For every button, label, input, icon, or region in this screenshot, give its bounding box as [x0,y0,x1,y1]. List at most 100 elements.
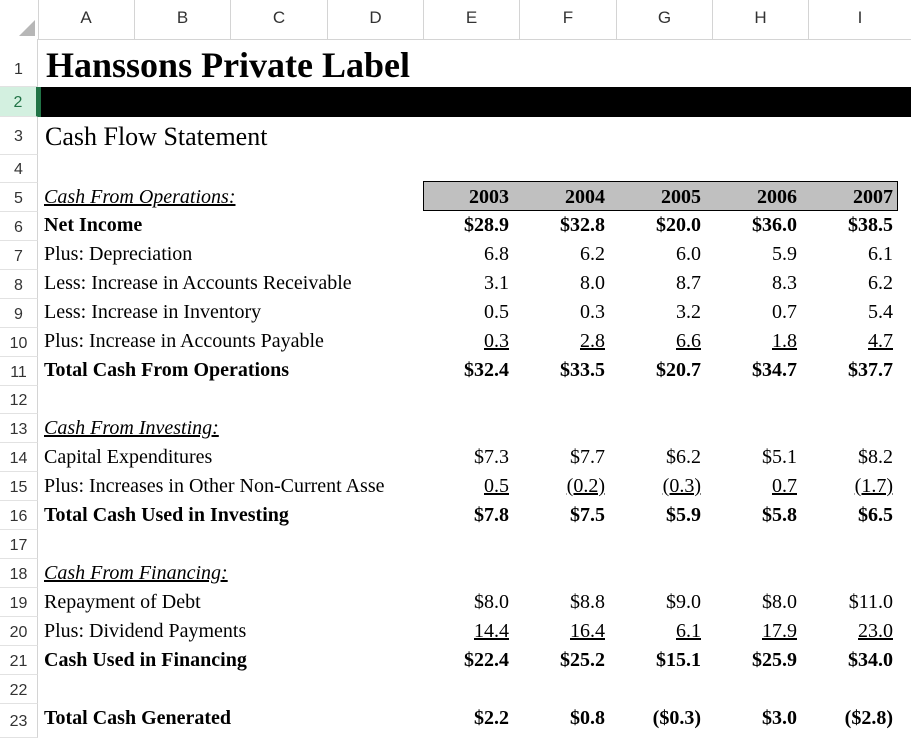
total-cash-operations-value[interactable]: $37.7 [848,359,893,381]
total-cash-operations-value[interactable]: $32.4 [464,359,509,381]
row-header-10[interactable]: 10 [0,328,38,357]
total-cash-generated-label[interactable]: Total Cash Generated [44,707,232,729]
ops-header[interactable]: Cash From Operations: [44,186,236,208]
year-2004[interactable]: 2004 [565,186,605,208]
accounts-payable-value[interactable]: 4.7 [868,330,893,352]
accounts-payable-value[interactable]: 6.6 [676,330,701,352]
net-income-value[interactable]: $38.5 [848,214,893,236]
repayment-of-debt-value[interactable]: $9.0 [666,591,701,613]
row-header-6[interactable]: 6 [0,212,38,241]
accounts-receivable-label[interactable]: Less: Increase in Accounts Receivable [44,272,352,294]
inventory-value[interactable]: 0.5 [484,301,509,323]
row-header-3[interactable]: 3 [0,117,38,155]
row-header-9[interactable]: 9 [0,299,38,328]
total-cash-operations-value[interactable]: $20.7 [656,359,701,381]
capital-expenditures-value[interactable]: $7.7 [570,446,605,468]
select-all-corner[interactable] [0,0,39,39]
column-header-b[interactable]: B [135,0,231,39]
row-header-8[interactable]: 8 [0,270,38,299]
inventory-value[interactable]: 0.3 [580,301,605,323]
row-header-20[interactable]: 20 [0,617,38,646]
row-header-4[interactable]: 4 [0,155,38,183]
accounts-payable-value[interactable]: 1.8 [772,330,797,352]
dividend-payments-value[interactable]: 17.9 [762,620,797,642]
investing-header[interactable]: Cash From Investing: [44,417,219,439]
capital-expenditures-value[interactable]: $7.3 [474,446,509,468]
accounts-receivable-value[interactable]: 6.2 [868,272,893,294]
repayment-of-debt-value[interactable]: $8.8 [570,591,605,613]
net-income-value[interactable]: $28.9 [464,214,509,236]
financing-header[interactable]: Cash From Financing: [44,562,228,584]
accounts-receivable-value[interactable]: 8.7 [676,272,701,294]
total-cash-investing-value[interactable]: $7.8 [474,504,509,526]
other-noncurrent-assets-value[interactable]: 0.7 [772,475,797,497]
year-2006[interactable]: 2006 [757,186,797,208]
column-header-g[interactable]: G [617,0,713,39]
year-2007[interactable]: 2007 [853,186,893,208]
repayment-of-debt-value[interactable]: $8.0 [474,591,509,613]
capital-expenditures-value[interactable]: $8.2 [858,446,893,468]
column-header-a[interactable]: A [38,0,135,39]
accounts-payable-label[interactable]: Plus: Increase in Accounts Payable [44,330,324,352]
column-header-d[interactable]: D [328,0,424,39]
row-header-23[interactable]: 23 [0,704,38,738]
accounts-receivable-value[interactable]: 8.0 [580,272,605,294]
accounts-receivable-value[interactable]: 3.1 [484,272,509,294]
total-cash-investing-value[interactable]: $6.5 [858,504,893,526]
row-header-21[interactable]: 21 [0,646,38,675]
row-header-17[interactable]: 17 [0,530,38,559]
row-header-14[interactable]: 14 [0,443,38,472]
column-header-f[interactable]: F [520,0,617,39]
dividend-payments-value[interactable]: 16.4 [570,620,605,642]
total-cash-generated-value[interactable]: $3.0 [762,707,797,729]
row-header-22[interactable]: 22 [0,675,38,704]
row-header-1[interactable]: 1 [0,39,38,87]
inventory-value[interactable]: 0.7 [772,301,797,323]
total-cash-generated-value[interactable]: $0.8 [570,707,605,729]
depreciation-value[interactable]: 6.1 [868,243,893,265]
net-income-value[interactable]: $36.0 [752,214,797,236]
inventory-value[interactable]: 5.4 [868,301,893,323]
net-income-label[interactable]: Net Income [44,214,143,236]
depreciation-value[interactable]: 6.0 [676,243,701,265]
dividend-payments-value[interactable]: 14.4 [474,620,509,642]
row-header-18[interactable]: 18 [0,559,38,588]
other-noncurrent-assets-value[interactable]: 0.5 [484,475,509,497]
total-cash-generated-value[interactable]: $2.2 [474,707,509,729]
capital-expenditures-value[interactable]: $5.1 [762,446,797,468]
dividend-payments-label[interactable]: Plus: Dividend Payments [44,620,247,642]
capital-expenditures-label[interactable]: Capital Expenditures [44,446,213,468]
row-header-13[interactable]: 13 [0,414,38,443]
other-noncurrent-assets-value[interactable]: (1.7) [854,475,893,497]
row-header-19[interactable]: 19 [0,588,38,617]
dividend-payments-value[interactable]: 23.0 [858,620,893,642]
inventory-label[interactable]: Less: Increase in Inventory [44,301,262,323]
column-header-e[interactable]: E [424,0,520,39]
repayment-of-debt-value[interactable]: $8.0 [762,591,797,613]
cash-used-financing-value[interactable]: $34.0 [848,649,893,671]
column-header-c[interactable]: C [231,0,328,39]
dividend-payments-value[interactable]: 6.1 [676,620,701,642]
row-header-7[interactable]: 7 [0,241,38,270]
total-cash-operations-value[interactable]: $33.5 [560,359,605,381]
row-header-5[interactable]: 5 [0,183,38,212]
sheet-subtitle[interactable]: Cash Flow Statement [45,122,268,151]
total-cash-investing-label[interactable]: Total Cash Used in Investing [44,504,289,526]
total-cash-generated-value[interactable]: ($0.3) [652,707,701,729]
inventory-value[interactable]: 3.2 [676,301,701,323]
total-cash-operations-value[interactable]: $34.7 [752,359,797,381]
repayment-of-debt-label[interactable]: Repayment of Debt [44,591,201,613]
accounts-payable-value[interactable]: 2.8 [580,330,605,352]
row-header-16[interactable]: 16 [0,501,38,530]
sheet-title[interactable]: Hanssons Private Label [46,45,411,85]
row-header-11[interactable]: 11 [0,357,38,386]
cash-used-financing-label[interactable]: Cash Used in Financing [44,649,247,671]
cash-used-financing-value[interactable]: $15.1 [656,649,701,671]
row-header-15[interactable]: 15 [0,472,38,501]
cash-used-financing-value[interactable]: $22.4 [464,649,509,671]
year-2005[interactable]: 2005 [661,186,701,208]
accounts-payable-value[interactable]: 0.3 [484,330,509,352]
total-cash-investing-value[interactable]: $7.5 [570,504,605,526]
column-header-h[interactable]: H [713,0,809,39]
column-header-i[interactable]: I [857,8,863,27]
